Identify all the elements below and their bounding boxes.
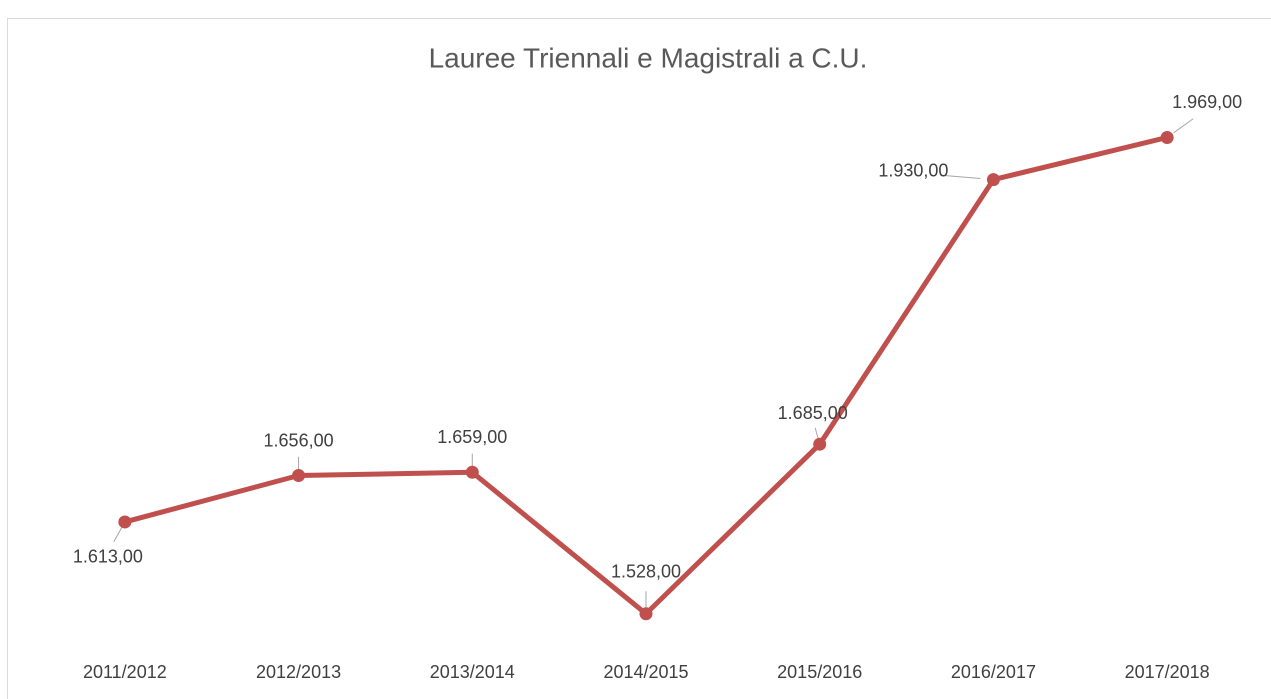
data-label: 1.930,00 bbox=[878, 160, 948, 180]
data-point bbox=[813, 437, 827, 451]
leader-line bbox=[941, 174, 981, 179]
data-label: 1.685,00 bbox=[778, 403, 848, 423]
data-point bbox=[465, 465, 479, 479]
leader-line bbox=[113, 526, 123, 543]
chart-title: Lauree Triennali e Magistrali a C.U. bbox=[429, 42, 868, 73]
data-label: 1.528,00 bbox=[611, 562, 681, 582]
x-tick-label: 2014/2015 bbox=[603, 662, 688, 682]
chart-border bbox=[7, 18, 1271, 699]
data-point bbox=[639, 607, 653, 621]
x-tick-label: 2016/2017 bbox=[951, 662, 1036, 682]
data-label: 1.969,00 bbox=[1172, 92, 1242, 112]
leader-line bbox=[1173, 118, 1194, 134]
x-tick-label: 2013/2014 bbox=[430, 662, 515, 682]
data-label: 1.656,00 bbox=[264, 430, 334, 450]
data-point bbox=[118, 515, 132, 529]
data-point bbox=[1160, 130, 1174, 144]
x-tick-label: 2011/2012 bbox=[83, 662, 167, 682]
data-label: 1.613,00 bbox=[73, 547, 143, 567]
data-label: 1.659,00 bbox=[437, 427, 507, 447]
x-tick-label: 2017/2018 bbox=[1125, 662, 1210, 682]
x-tick-label: 2015/2016 bbox=[777, 662, 862, 682]
x-tick-label: 2012/2013 bbox=[256, 662, 341, 682]
data-point bbox=[292, 469, 306, 483]
data-point bbox=[986, 173, 1000, 187]
